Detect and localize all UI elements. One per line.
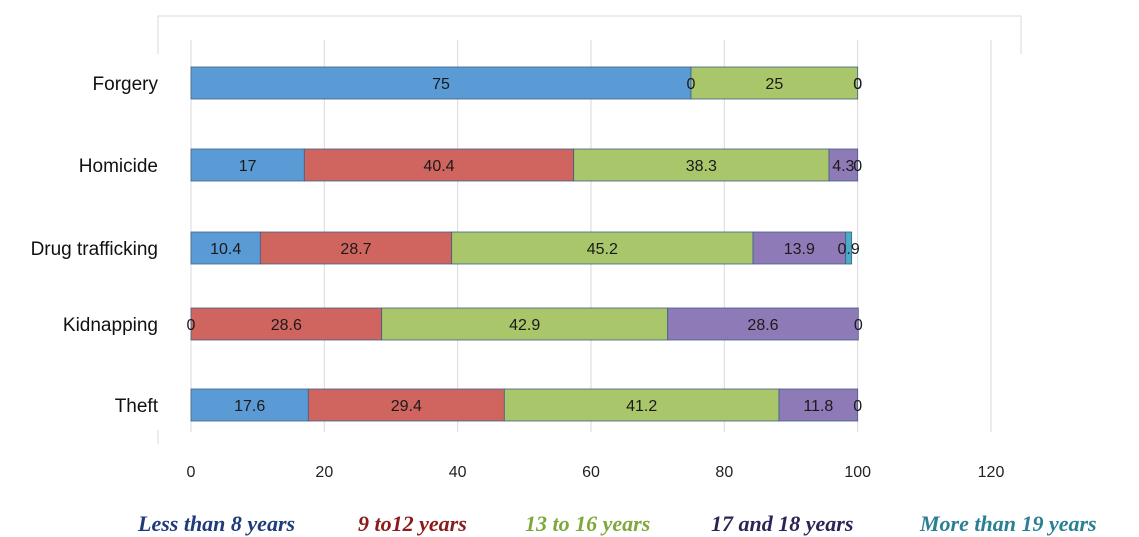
bar-theft-series-0 <box>190 388 309 422</box>
category-label-forgery: Forgery <box>93 74 159 95</box>
data-label-drug-trafficking-series-3: 13.9 <box>784 241 815 258</box>
legend-item-9-to-12: 9 to12 years <box>358 511 467 536</box>
data-label-kidnapping-series-2: 42.9 <box>509 317 540 334</box>
data-label-kidnapping-series-3: 28.6 <box>747 317 778 334</box>
bar-drug-trafficking-series-2 <box>451 231 754 265</box>
bar-homicide-series-3 <box>828 148 859 182</box>
bar-forgery-series-2 <box>690 66 859 100</box>
bar-drug-trafficking-series-1 <box>259 231 453 265</box>
data-label-homicide-series-1: 40.4 <box>423 158 454 175</box>
legend-item-more-than-19: More than 19 years <box>920 511 1097 536</box>
legend-item-13-to-16: 13 to 16 years <box>525 511 651 536</box>
bar-kidnapping-series-1 <box>190 307 383 341</box>
data-label-forgery-series-1: 0 <box>687 76 696 93</box>
bar-forgery-series-0 <box>190 66 692 100</box>
data-label-theft-series-2: 41.2 <box>626 398 657 415</box>
category-label-theft: Theft <box>115 396 159 417</box>
bar-drug-trafficking-series-4 <box>845 231 853 265</box>
x-tick-label-20: 20 <box>315 464 333 481</box>
data-label-kidnapping-series-1: 28.6 <box>271 317 302 334</box>
bar-drug-trafficking-series-0 <box>190 231 261 265</box>
data-label-forgery-series-0: 75 <box>432 76 450 93</box>
x-tick-label-120: 120 <box>978 464 1005 481</box>
legend-item-17-and-18: 17 and 18 years <box>711 511 854 536</box>
x-tick-label-60: 60 <box>582 464 600 481</box>
plot-frame <box>157 15 1022 54</box>
bar-theft-series-1 <box>307 388 505 422</box>
x-tick-label-80: 80 <box>715 464 733 481</box>
x-tick-label-0: 0 <box>187 464 196 481</box>
legend-item-less-than-8: Less than 8 years <box>138 511 296 536</box>
bar-theft-series-2 <box>503 388 780 422</box>
data-label-drug-trafficking-series-0: 10.4 <box>210 241 241 258</box>
data-label-forgery-series-4: 0 <box>853 76 862 93</box>
bar-kidnapping-series-2 <box>381 307 669 341</box>
data-label-theft-series-0: 17.6 <box>234 398 265 415</box>
data-label-drug-trafficking-series-4: 0.9 <box>838 241 860 258</box>
data-label-drug-trafficking-series-2: 45.2 <box>587 241 618 258</box>
data-label-theft-series-3: 11.8 <box>803 398 833 415</box>
data-label-homicide-series-2: 38.3 <box>686 158 717 175</box>
data-label-forgery-series-2: 25 <box>765 76 783 93</box>
data-label-theft-series-4: 0 <box>853 398 862 415</box>
bar-theft-series-3 <box>778 388 859 422</box>
category-label-drug-trafficking: Drug trafficking <box>31 239 158 260</box>
data-label-drug-trafficking-series-1: 28.7 <box>340 241 371 258</box>
x-tick-label-100: 100 <box>844 464 871 481</box>
data-label-kidnapping-series-4: 0 <box>854 317 863 334</box>
category-label-homicide: Homicide <box>79 156 158 177</box>
data-label-kidnapping-series-0: 0 <box>187 317 196 334</box>
data-label-homicide-series-4: 0 <box>853 158 862 175</box>
bar-kidnapping-series-3 <box>667 307 859 341</box>
x-tick-label-40: 40 <box>449 464 467 481</box>
data-label-homicide-series-0: 17 <box>239 158 257 175</box>
data-label-homicide-series-3: 4.3 <box>832 158 854 175</box>
data-label-forgery-series-3: 0 <box>853 76 862 93</box>
category-label-kidnapping: Kidnapping <box>63 315 158 336</box>
data-label-theft-series-1: 29.4 <box>391 398 422 415</box>
